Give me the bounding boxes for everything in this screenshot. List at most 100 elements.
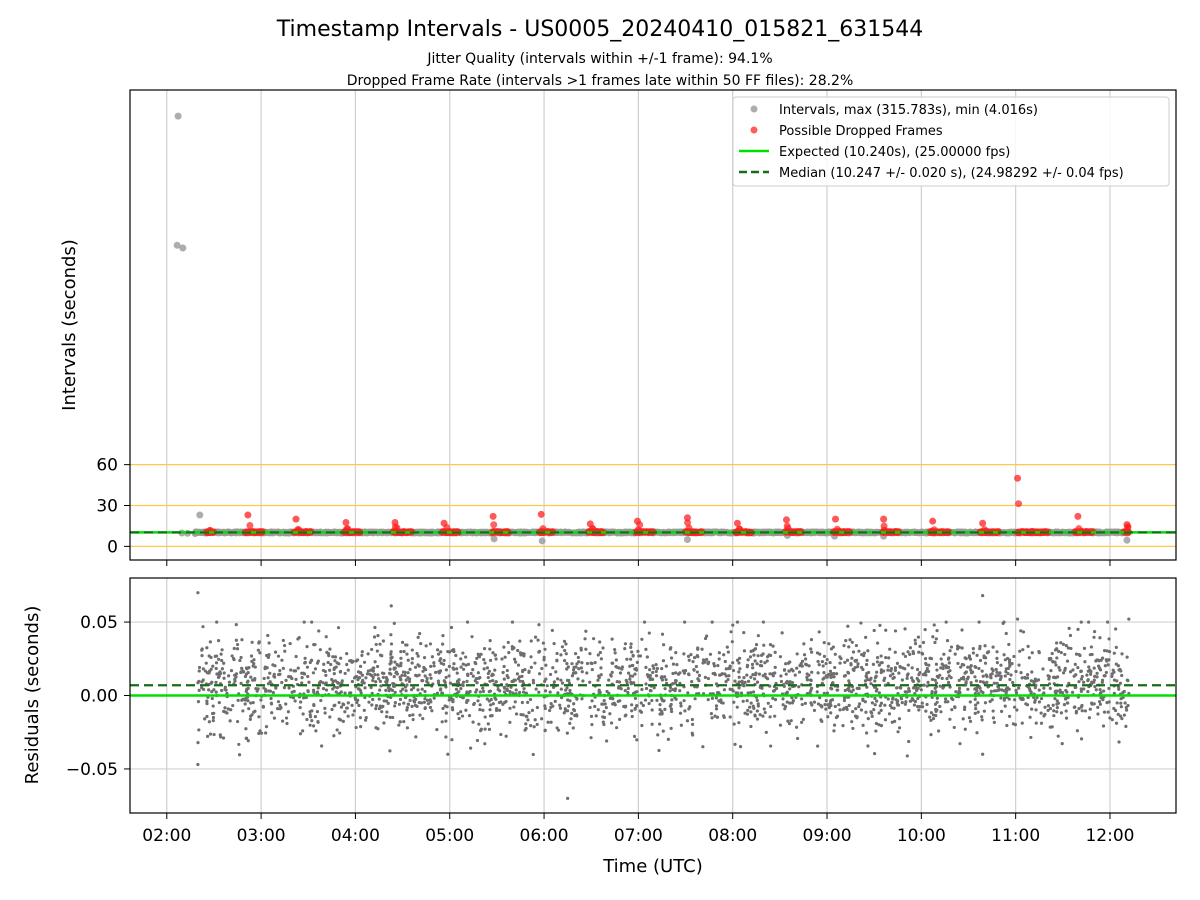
residual-point <box>232 658 236 662</box>
residual-point <box>345 652 349 656</box>
residual-point <box>610 637 614 641</box>
residual-point <box>236 698 240 702</box>
residual-point <box>1119 705 1123 709</box>
residual-point <box>419 641 423 646</box>
residual-point <box>833 704 837 709</box>
residual-point <box>633 672 637 676</box>
residual-point <box>299 700 303 704</box>
residual-point <box>201 625 205 629</box>
residual-point <box>470 635 474 639</box>
residual-point <box>933 702 938 706</box>
residual-point <box>428 673 432 677</box>
residual-point <box>1032 681 1036 685</box>
residual-point <box>783 704 788 709</box>
residual-point <box>204 661 208 665</box>
residual-point <box>636 649 640 653</box>
residual-point <box>1074 652 1079 656</box>
residual-point <box>1039 711 1043 715</box>
residual-point <box>697 673 702 678</box>
residual-point <box>405 708 409 712</box>
residual-point <box>410 657 414 661</box>
residual-point <box>481 686 485 690</box>
residual-point <box>918 705 922 709</box>
residual-point <box>809 637 814 642</box>
residual-point <box>1029 690 1033 694</box>
residual-point <box>1090 701 1094 705</box>
residual-point <box>562 658 567 663</box>
residual-point <box>425 676 429 681</box>
residual-point <box>485 697 489 701</box>
residual-point <box>717 651 721 655</box>
residual-point <box>447 674 451 678</box>
dropped-frame-peak <box>979 519 987 527</box>
residual-point <box>468 689 472 694</box>
residual-point <box>294 677 298 681</box>
residual-point <box>246 739 250 743</box>
residual-point <box>276 700 281 704</box>
residual-point <box>962 707 967 712</box>
residual-point <box>529 655 533 659</box>
residual-point <box>214 661 219 665</box>
dropped-frame-point <box>539 525 547 533</box>
residual-point <box>981 674 985 678</box>
residual-point <box>911 698 915 702</box>
residual-point <box>908 646 913 650</box>
residual-point <box>237 742 241 747</box>
residual-point <box>594 714 598 718</box>
residual-point <box>535 722 539 727</box>
residual-point <box>727 674 731 678</box>
residual-point <box>566 704 571 708</box>
residual-point <box>1077 652 1081 657</box>
residual-point <box>679 701 683 705</box>
residual-point <box>406 671 410 675</box>
residual-point <box>420 687 424 691</box>
residual-point <box>726 650 731 654</box>
residual-point <box>907 739 911 744</box>
residual-point <box>388 749 392 753</box>
residual-point <box>753 647 758 651</box>
residual-point <box>835 688 839 692</box>
residual-point <box>954 690 958 694</box>
residual-point <box>324 635 328 639</box>
residual-point <box>346 668 350 672</box>
residual-point <box>816 744 820 748</box>
residual-point <box>660 632 665 636</box>
residual-point <box>773 650 777 654</box>
residual-point <box>877 723 881 727</box>
residual-point <box>312 703 316 708</box>
residual-point <box>267 641 271 645</box>
residual-point <box>393 660 397 664</box>
residual-point <box>847 645 851 649</box>
residual-point <box>369 668 373 672</box>
residual-point <box>378 679 382 683</box>
residual-point <box>847 703 851 707</box>
residual-point <box>992 720 996 724</box>
residual-point <box>1079 689 1083 693</box>
residual-point <box>632 734 637 739</box>
residual-point <box>623 642 628 646</box>
residual-point <box>1043 705 1047 709</box>
residual-point <box>610 670 614 674</box>
residual-point <box>363 686 367 690</box>
residual-point <box>258 729 262 733</box>
residual-point <box>466 662 471 666</box>
residual-point <box>244 727 248 731</box>
residual-point <box>392 621 396 625</box>
residual-point <box>551 685 556 689</box>
residual-point <box>1094 688 1098 692</box>
residual-point <box>886 664 890 668</box>
residual-point <box>961 717 965 721</box>
residual-point <box>375 649 379 653</box>
residual-point <box>1048 686 1052 690</box>
residual-point <box>748 705 752 709</box>
residual-point <box>962 663 966 667</box>
residual-point <box>818 696 822 700</box>
residual-point <box>1037 700 1042 704</box>
residual-point <box>690 680 694 684</box>
residual-point <box>562 639 567 643</box>
residual-point <box>333 655 338 659</box>
residual-point <box>678 711 683 715</box>
residual-point <box>812 708 817 713</box>
residual-point <box>903 627 907 631</box>
residual-point <box>1054 663 1058 667</box>
